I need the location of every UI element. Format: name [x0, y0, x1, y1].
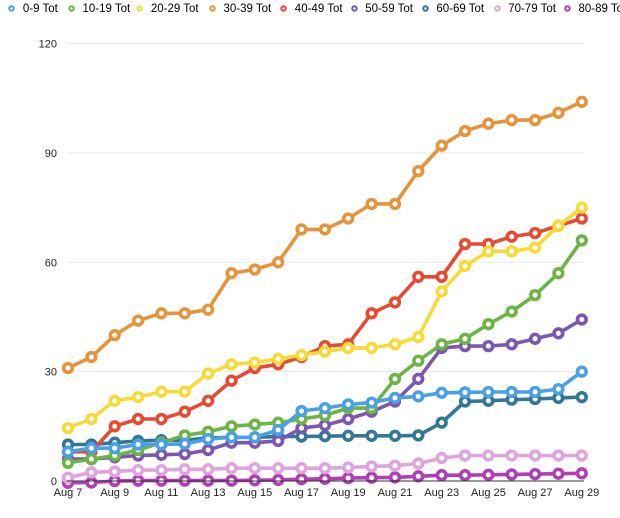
- svg-text:Aug 13: Aug 13: [191, 487, 226, 499]
- svg-text:Aug 25: Aug 25: [471, 487, 506, 499]
- svg-text:Aug 21: Aug 21: [378, 487, 413, 499]
- svg-text:Aug 9: Aug 9: [100, 487, 129, 499]
- svg-text:Aug 15: Aug 15: [237, 487, 272, 499]
- svg-text:Aug 23: Aug 23: [424, 487, 459, 499]
- svg-text:Aug 29: Aug 29: [564, 487, 599, 499]
- svg-text:60: 60: [45, 257, 57, 269]
- svg-text:30: 30: [45, 367, 57, 379]
- svg-text:120: 120: [39, 39, 57, 51]
- svg-text:Aug 27: Aug 27: [518, 487, 553, 499]
- svg-text:0: 0: [51, 476, 57, 488]
- svg-text:Aug 7: Aug 7: [54, 487, 83, 499]
- svg-text:Aug 19: Aug 19: [331, 487, 366, 499]
- svg-text:Aug 11: Aug 11: [144, 487, 178, 499]
- svg-text:Aug 17: Aug 17: [284, 487, 319, 499]
- svg-text:90: 90: [45, 148, 57, 160]
